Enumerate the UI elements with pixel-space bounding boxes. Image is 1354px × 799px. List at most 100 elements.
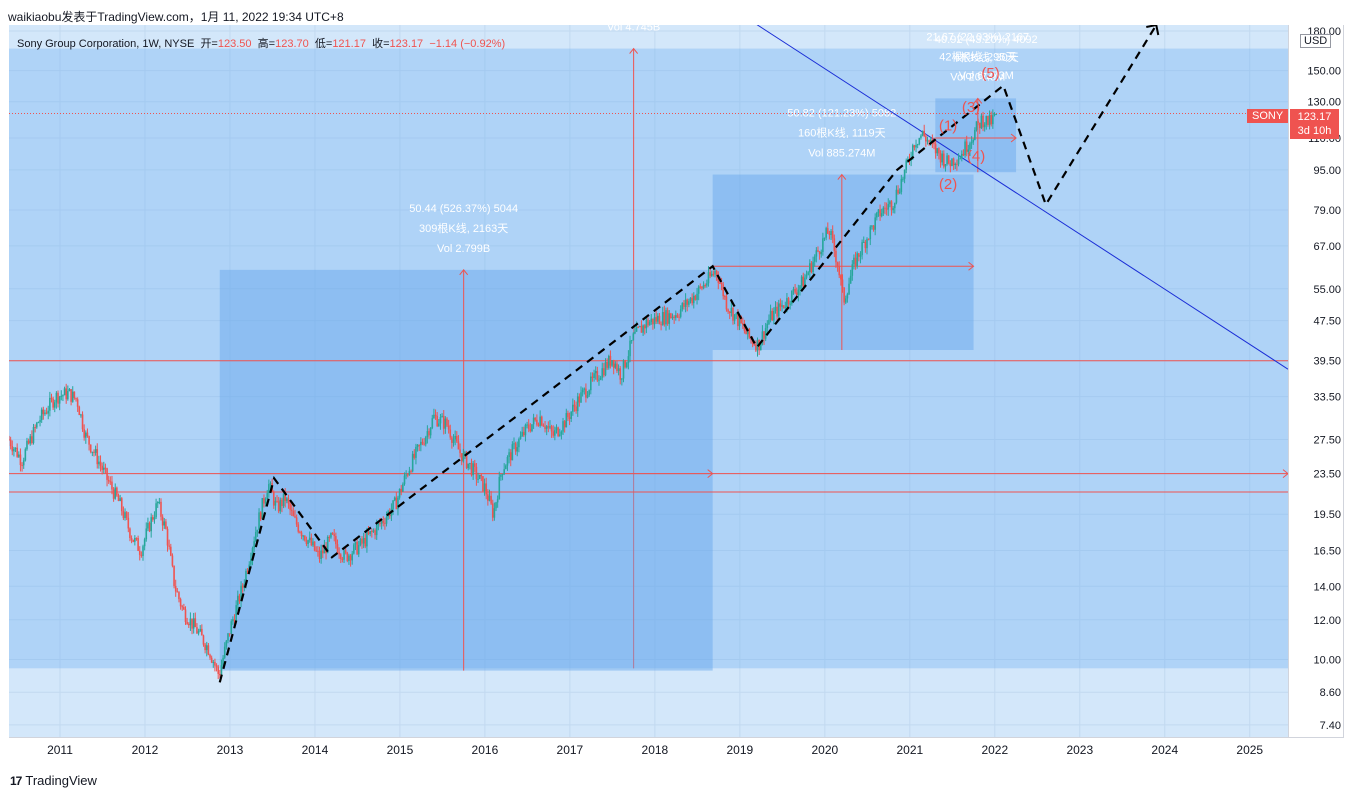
candle-body	[650, 318, 653, 322]
candle-body	[706, 283, 708, 286]
price-tick-label: 47.50	[1313, 316, 1341, 328]
candle-body	[65, 388, 68, 400]
time-axis-border	[9, 737, 1344, 738]
legend-high-value: 123.70	[275, 38, 309, 50]
candle-body	[905, 160, 908, 170]
measure-arrowhead-right	[707, 469, 714, 479]
candle-body	[560, 431, 563, 435]
candle-body	[882, 207, 885, 214]
currency-button[interactable]: USD	[1300, 34, 1332, 48]
candle-body	[985, 115, 988, 125]
candle-body	[916, 144, 919, 146]
chart-canvas[interactable]: 156.15 (1606.04%) 15615870根K线, 6090天Vol …	[9, 25, 1288, 737]
tradingview-footer[interactable]: 17 TradingView	[10, 773, 97, 788]
candle-body	[990, 115, 993, 125]
chart-plot-area[interactable]: 156.15 (1606.04%) 15615870根K线, 6090天Vol …	[9, 25, 1288, 737]
candle-body	[895, 189, 898, 203]
candle-body	[826, 228, 829, 234]
candle-body	[777, 303, 780, 317]
candle-body	[348, 555, 350, 562]
candle-body	[640, 326, 643, 333]
candle-body	[187, 624, 190, 626]
candle-body	[697, 286, 700, 294]
legend-close-value: 123.17	[389, 38, 424, 50]
candle-body	[73, 391, 76, 398]
candle-body	[862, 241, 865, 243]
time-tick-label: 2017	[557, 743, 584, 757]
candle-body	[366, 531, 368, 547]
legend-symbol[interactable]: Sony Group Corporation, 1W, NYSE	[17, 38, 195, 50]
trend-line	[756, 25, 1288, 370]
time-axis[interactable]: 2011 2012 2013 2014 2015 2016 2017 2018 2019 2020…	[9, 738, 1288, 762]
candle-body	[598, 379, 600, 381]
measure-arrowhead-up	[837, 173, 847, 180]
candle-body	[315, 550, 318, 552]
candle-body	[250, 558, 252, 565]
candle-body	[563, 421, 566, 428]
price-axis[interactable]: 180.00 150.00 130.00 110.00 95.00 79.00 67.00 5…	[1288, 25, 1345, 737]
candle-body	[228, 633, 231, 635]
candle-body	[86, 432, 89, 437]
candle-body	[746, 328, 749, 335]
candle-body	[152, 517, 154, 520]
elliott-wave-label: (5)	[981, 65, 999, 82]
candle-body	[666, 310, 669, 324]
measure-label-overlap: Vol 6.273M	[959, 70, 1014, 82]
candle-body	[439, 417, 442, 424]
candle-body	[194, 618, 197, 628]
candle-body	[702, 285, 705, 289]
candle-body	[447, 425, 450, 430]
candle-body	[565, 413, 568, 428]
candle-body	[328, 537, 331, 539]
candle-body	[259, 512, 262, 520]
candle-body	[722, 284, 724, 297]
candle-body	[377, 523, 380, 525]
candle-body	[354, 541, 357, 545]
candle-body	[933, 142, 935, 145]
candle-body	[45, 412, 48, 414]
candle-body	[673, 316, 675, 318]
candle-body	[467, 463, 470, 469]
candle-body	[372, 530, 375, 532]
candle-body	[730, 307, 733, 314]
candle-body	[978, 122, 981, 129]
last-price-tag: 123.17 3d 10h	[1290, 109, 1339, 139]
candle-body	[861, 242, 863, 256]
candle-body	[155, 503, 157, 518]
candle-body	[93, 451, 95, 453]
candle-body	[802, 276, 805, 287]
price-tick-label: 39.50	[1313, 356, 1341, 368]
symbol-price-tag: SONY	[1247, 109, 1289, 123]
candle-body	[926, 140, 929, 142]
candle-body	[629, 340, 631, 357]
candle-body	[214, 662, 216, 666]
candle-body	[781, 305, 783, 307]
candle-body	[258, 512, 260, 530]
candle-body	[869, 226, 872, 240]
candle-body	[558, 434, 561, 436]
time-tick-label: 2013	[217, 743, 244, 757]
candle-body	[621, 378, 623, 380]
candle-body	[398, 488, 401, 498]
time-tick-label: 2022	[981, 743, 1008, 757]
candle-body	[433, 414, 435, 419]
candle-body	[320, 550, 322, 559]
price-tick-label: 150.00	[1307, 66, 1341, 78]
candle-body	[567, 413, 569, 418]
candle-body	[624, 360, 626, 368]
candle-body	[949, 163, 952, 167]
candle-body	[31, 436, 33, 444]
candle-body	[782, 305, 785, 308]
candle-body	[593, 373, 595, 378]
candle-body	[102, 467, 105, 470]
candle-body	[506, 456, 509, 466]
candle-body	[768, 319, 770, 324]
candle-body	[111, 481, 113, 490]
time-tick-label: 2021	[896, 743, 923, 757]
price-tick-label: 7.40	[1320, 720, 1341, 732]
candle-body	[594, 371, 597, 374]
candle-body	[99, 461, 102, 466]
candle-body	[47, 410, 50, 414]
candle-body	[85, 432, 87, 438]
candle-body	[977, 121, 979, 123]
